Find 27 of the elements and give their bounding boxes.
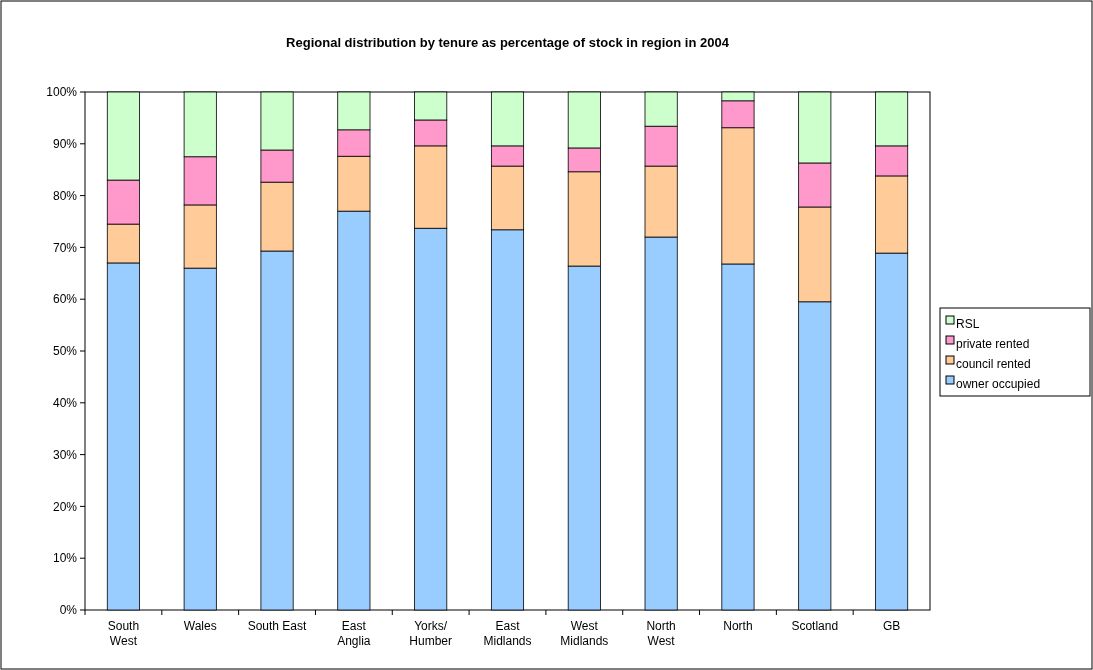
y-tick-label: 10% xyxy=(52,551,78,566)
x-tick-label: North xyxy=(723,619,753,633)
x-tick-label: South West xyxy=(107,619,140,648)
y-tick-label: 30% xyxy=(52,447,78,462)
y-tick-label: 100% xyxy=(46,85,78,100)
y-tick-label: 40% xyxy=(52,396,78,410)
y-tick-label: 70% xyxy=(52,240,78,255)
y-tick-label: 60% xyxy=(52,292,78,307)
x-tick-label: Yorks/ Humber xyxy=(409,619,453,648)
y-tick-label: 50% xyxy=(52,344,78,359)
legend-label: owner occupied xyxy=(956,377,1041,392)
x-tick-label: GB xyxy=(882,619,901,633)
x-tick-label: Scotland xyxy=(791,619,839,633)
y-tick-label: 80% xyxy=(52,188,78,203)
x-tick-label: North West xyxy=(646,619,676,648)
legend-label: private rented xyxy=(956,337,1030,352)
x-tick-label: East Anglia xyxy=(337,619,371,648)
x-tick-label: South East xyxy=(247,619,308,633)
y-tick-label: 20% xyxy=(52,499,78,514)
y-tick-label: 90% xyxy=(52,137,78,151)
legend-label: RSL xyxy=(956,317,980,332)
x-tick-label: East Midlands xyxy=(483,619,532,648)
x-tick-label: Wales xyxy=(183,619,217,633)
y-tick-label: 0% xyxy=(59,603,78,618)
legend-label: council rented xyxy=(956,357,1031,372)
x-tick-label: West Midlands xyxy=(560,619,609,648)
chart-title: Regional distribution by tenure as percentage of stock in region in 2004 xyxy=(286,35,730,50)
